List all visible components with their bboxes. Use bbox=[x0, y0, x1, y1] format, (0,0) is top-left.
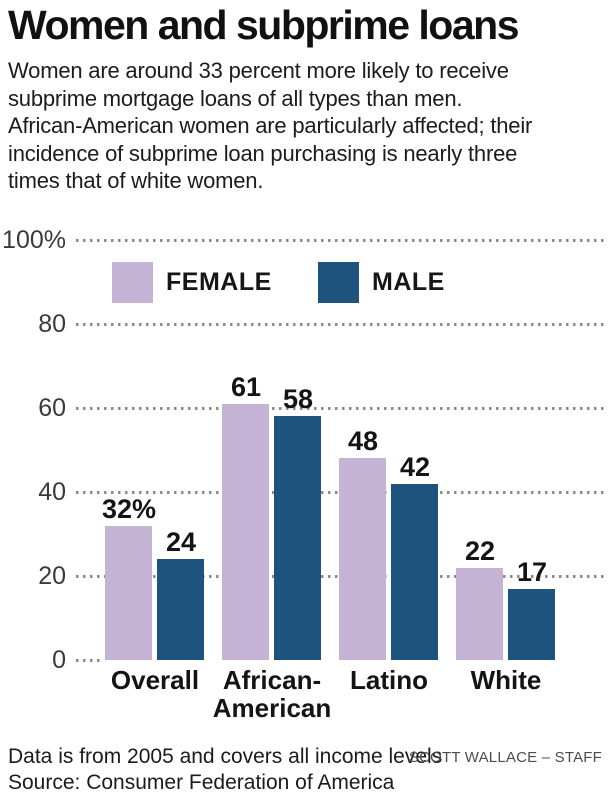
gridline-80 bbox=[76, 323, 606, 326]
footer-note: Data is from 2005 and covers all income … bbox=[8, 745, 443, 768]
staff-credit: SCOTT WALLACE – STAFF bbox=[408, 749, 602, 766]
legend-label-female: FEMALE bbox=[166, 268, 272, 296]
bar-male-overall bbox=[157, 559, 204, 660]
value-label-male-african-american: 58 bbox=[282, 384, 314, 414]
y-tick-label-40: 40 bbox=[38, 478, 66, 506]
gridline-100 bbox=[76, 239, 606, 242]
bar-male-latino bbox=[391, 484, 438, 660]
value-label-female-white: 22 bbox=[464, 536, 496, 566]
bar-female-african-american bbox=[222, 404, 269, 660]
gridline-0 bbox=[76, 659, 103, 662]
x-axis-label-african-american: African- American bbox=[212, 665, 332, 723]
y-tick-label-0: 0 bbox=[52, 646, 66, 674]
x-axis-label-overall: Overall bbox=[110, 665, 200, 695]
y-tick-label-80: 80 bbox=[38, 310, 66, 338]
value-label-female-latino: 48 bbox=[347, 426, 379, 456]
y-tick-label-60: 60 bbox=[38, 394, 66, 422]
value-label-male-overall: 24 bbox=[165, 527, 197, 557]
chart-title: Women and subprime loans bbox=[8, 2, 520, 48]
bar-female-latino bbox=[339, 458, 386, 660]
bar-male-african-american bbox=[274, 416, 321, 660]
value-label-female-african-american: 61 bbox=[230, 372, 262, 402]
legend-label-male: MALE bbox=[372, 268, 445, 296]
legend-item-female: FEMALE bbox=[112, 262, 272, 303]
value-label-female-overall: 32% bbox=[101, 494, 157, 524]
gridline-60 bbox=[76, 407, 606, 410]
value-label-male-white: 17 bbox=[516, 557, 548, 587]
legend-item-male: MALE bbox=[318, 262, 445, 303]
bar-female-white bbox=[456, 568, 503, 660]
x-axis-label-latino: Latino bbox=[350, 665, 428, 695]
male-color-swatch bbox=[318, 262, 359, 303]
y-tick-label-20: 20 bbox=[38, 562, 66, 590]
y-tick-label-100: 100% bbox=[2, 226, 66, 254]
female-color-swatch bbox=[112, 262, 153, 303]
footer-source: Source: Consumer Federation of America bbox=[8, 771, 395, 794]
chart-description: Women are around 33 percent more likely … bbox=[8, 58, 533, 193]
value-label-male-latino: 42 bbox=[399, 452, 431, 482]
bar-male-white bbox=[508, 589, 555, 660]
x-axis-label-white: White bbox=[470, 665, 542, 695]
bar-female-overall bbox=[105, 526, 152, 660]
